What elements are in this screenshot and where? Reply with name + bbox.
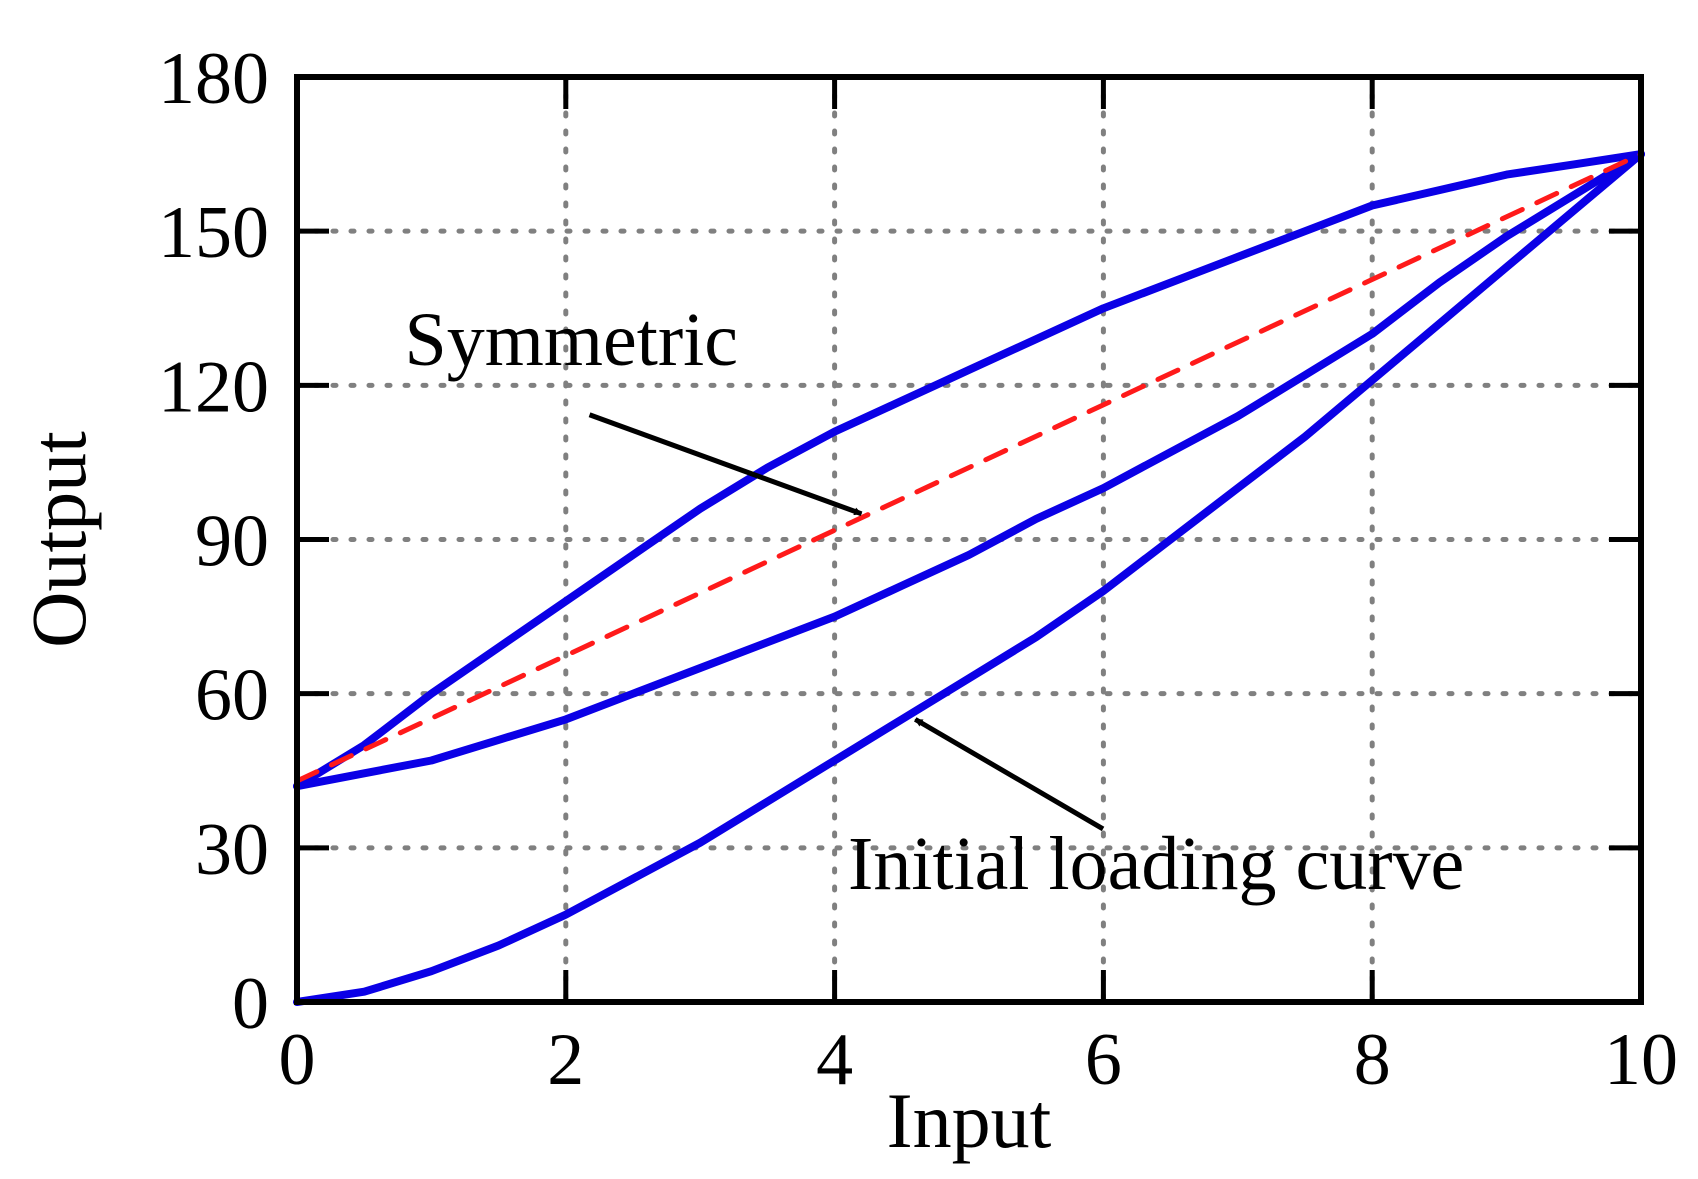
- series-lines: [293, 150, 1645, 1006]
- x-tick-label: 4: [816, 1019, 853, 1101]
- y-tick-label: 150: [158, 192, 269, 274]
- y-tick-label: 90: [195, 501, 269, 583]
- axis-ticks: [294, 74, 1644, 1005]
- series-line-lower-branch: [293, 150, 1645, 791]
- y-tick-label: 30: [195, 809, 269, 891]
- series-line-symmetric: [294, 151, 1644, 784]
- annotation-label: Initial loading curve: [848, 822, 1464, 906]
- series-line-upper-branch: [293, 150, 1645, 791]
- y-tick-label: 120: [158, 346, 269, 428]
- y-tick-label: 60: [195, 655, 269, 737]
- series-line-initial-loading-curve: [293, 150, 1645, 1006]
- y-tick-label: 0: [232, 963, 269, 1045]
- y-tick-labels: 0 30 60 90 120 150 180: [158, 38, 269, 1045]
- x-tick-label: 6: [1085, 1019, 1122, 1101]
- x-tick-label: 10: [1604, 1019, 1678, 1101]
- y-tick-label: 180: [158, 38, 269, 120]
- x-tick-labels: 0 2 4 6 8 10: [279, 1019, 1679, 1101]
- annotation-label: Symmetric: [405, 298, 739, 382]
- x-tick-label: 8: [1354, 1019, 1391, 1101]
- x-tick-label: 2: [547, 1019, 584, 1101]
- annotation-arrow: [588, 412, 863, 517]
- grid-lines: [294, 74, 1644, 1005]
- annotations: Symmetric Initial loading curve: [405, 298, 1465, 906]
- annotation-arrow: [913, 717, 1105, 832]
- x-axis-title: Input: [887, 1077, 1052, 1164]
- y-axis-title: Output: [15, 431, 102, 648]
- x-tick-label: 0: [279, 1019, 316, 1101]
